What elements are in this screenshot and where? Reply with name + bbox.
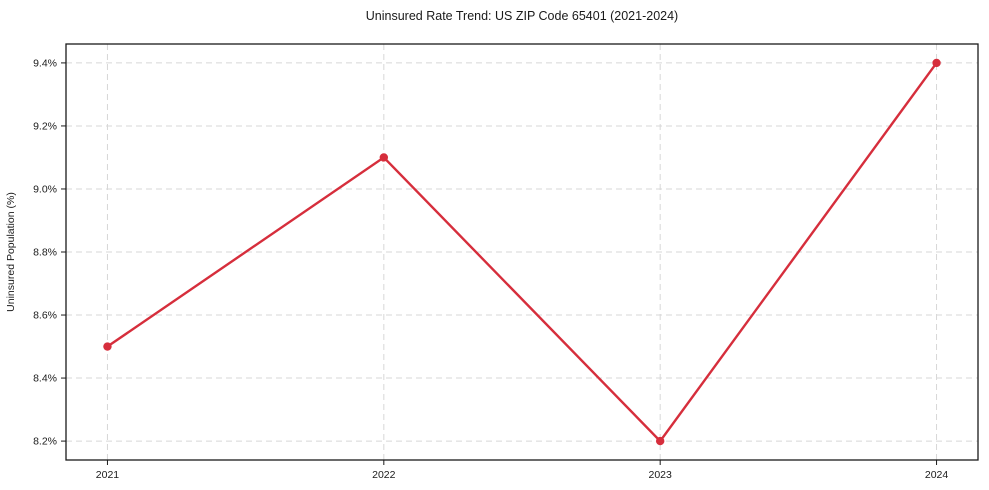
plot-area: 8.2% 8.4% 8.6% 8.8% 9.0% 9.2% 9.4% 2021 2022 2023… [33,43,979,481]
y-tick-label: 8.6% [33,310,57,322]
data-point-2023 [655,436,665,446]
y-tick-label: 9.0% [33,183,57,195]
y-tick-label: 8.8% [33,247,57,259]
x-tick-label: 2024 [925,469,949,481]
x-tick-label: 2022 [372,469,396,481]
x-tick-label: 2023 [649,469,673,481]
chart-title: Uninsured Rate Trend: US ZIP Code 65401 … [366,9,678,23]
y-tick-label: 8.4% [33,373,57,385]
y-tick-label: 9.2% [33,120,57,132]
y-tick-label: 9.4% [33,57,57,69]
y-tick-label: 8.2% [33,436,57,448]
data-point-2024 [932,58,941,68]
plot-border [65,43,979,461]
data-point-2021 [103,342,112,351]
y-axis-label: Uninsured Population (%) [5,192,17,312]
x-tick-label: 2021 [96,469,120,481]
data-point-2022 [379,153,389,162]
trend-line [106,61,938,443]
